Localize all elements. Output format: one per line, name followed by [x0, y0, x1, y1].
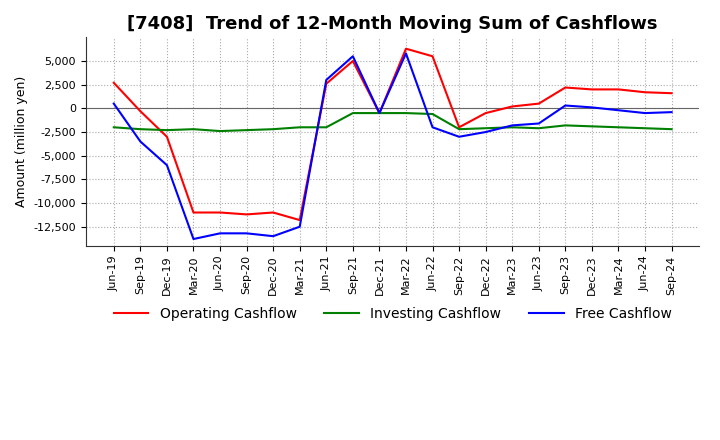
Operating Cashflow — [482, 110, 490, 116]
Free Cashflow — [109, 101, 118, 106]
Operating Cashflow — [508, 104, 516, 109]
Operating Cashflow — [322, 81, 330, 86]
Operating Cashflow — [348, 59, 357, 64]
Operating Cashflow — [561, 85, 570, 90]
Title: [7408]  Trend of 12-Month Moving Sum of Cashflows: [7408] Trend of 12-Month Moving Sum of C… — [127, 15, 658, 33]
Operating Cashflow — [163, 134, 171, 139]
Free Cashflow — [588, 105, 596, 110]
Operating Cashflow — [269, 210, 277, 215]
Operating Cashflow — [243, 212, 251, 217]
Investing Cashflow — [614, 125, 623, 130]
Line: Free Cashflow: Free Cashflow — [114, 53, 672, 239]
Investing Cashflow — [109, 125, 118, 130]
Operating Cashflow — [534, 101, 543, 106]
Free Cashflow — [614, 108, 623, 113]
Free Cashflow — [243, 231, 251, 236]
Investing Cashflow — [269, 127, 277, 132]
Line: Investing Cashflow: Investing Cashflow — [114, 113, 672, 131]
Operating Cashflow — [375, 110, 384, 116]
Legend: Operating Cashflow, Investing Cashflow, Free Cashflow: Operating Cashflow, Investing Cashflow, … — [108, 301, 678, 326]
Operating Cashflow — [295, 217, 304, 223]
Free Cashflow — [428, 125, 437, 130]
Operating Cashflow — [136, 109, 145, 114]
Investing Cashflow — [455, 127, 464, 132]
Investing Cashflow — [216, 128, 225, 134]
Operating Cashflow — [402, 46, 410, 51]
Operating Cashflow — [667, 91, 676, 96]
Free Cashflow — [269, 234, 277, 239]
Free Cashflow — [402, 51, 410, 56]
Investing Cashflow — [295, 125, 304, 130]
Investing Cashflow — [534, 125, 543, 131]
Free Cashflow — [136, 139, 145, 144]
Investing Cashflow — [482, 125, 490, 131]
Operating Cashflow — [614, 87, 623, 92]
Investing Cashflow — [136, 127, 145, 132]
Free Cashflow — [295, 224, 304, 229]
Investing Cashflow — [561, 123, 570, 128]
Investing Cashflow — [322, 125, 330, 130]
Operating Cashflow — [109, 80, 118, 85]
Investing Cashflow — [428, 111, 437, 117]
Operating Cashflow — [216, 210, 225, 215]
Investing Cashflow — [348, 110, 357, 116]
Investing Cashflow — [667, 127, 676, 132]
Free Cashflow — [216, 231, 225, 236]
Investing Cashflow — [588, 124, 596, 129]
Free Cashflow — [189, 236, 198, 242]
Investing Cashflow — [508, 125, 516, 130]
Free Cashflow — [482, 129, 490, 135]
Line: Operating Cashflow: Operating Cashflow — [114, 49, 672, 220]
Investing Cashflow — [402, 110, 410, 116]
Free Cashflow — [534, 121, 543, 126]
Investing Cashflow — [243, 128, 251, 133]
Investing Cashflow — [189, 127, 198, 132]
Free Cashflow — [375, 110, 384, 116]
Y-axis label: Amount (million yen): Amount (million yen) — [15, 76, 28, 207]
Investing Cashflow — [163, 128, 171, 133]
Free Cashflow — [322, 77, 330, 83]
Investing Cashflow — [375, 110, 384, 116]
Free Cashflow — [641, 110, 649, 116]
Operating Cashflow — [588, 87, 596, 92]
Free Cashflow — [163, 162, 171, 168]
Free Cashflow — [508, 123, 516, 128]
Free Cashflow — [667, 110, 676, 115]
Operating Cashflow — [641, 90, 649, 95]
Operating Cashflow — [428, 54, 437, 59]
Operating Cashflow — [455, 125, 464, 130]
Investing Cashflow — [641, 125, 649, 131]
Free Cashflow — [455, 134, 464, 139]
Free Cashflow — [348, 54, 357, 59]
Operating Cashflow — [189, 210, 198, 215]
Free Cashflow — [561, 103, 570, 108]
